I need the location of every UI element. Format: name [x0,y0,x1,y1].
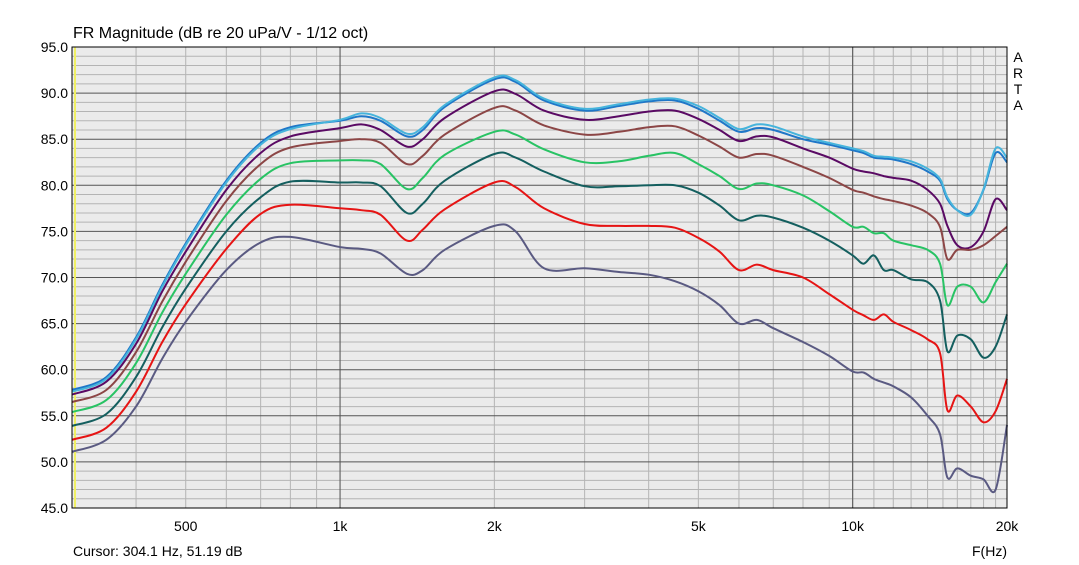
x-tick-label: 20k [996,518,1020,534]
x-tick-label: 10k [841,518,865,534]
y-tick-label: 95.0 [41,39,68,55]
series-line-4 [71,105,1008,403]
watermark-letter: A [1013,49,1023,65]
x-tick-label: 5k [691,518,707,534]
series-line-7 [71,180,1008,441]
y-tick-label: 65.0 [41,316,68,332]
y-tick-label: 85.0 [41,131,68,147]
y-tick-label: 80.0 [41,177,68,193]
x-tick-label: 2k [487,518,503,534]
watermark-letter: R [1013,65,1023,81]
series-line-6 [71,151,1008,427]
series-layer [71,74,1008,494]
x-tick-label: 1k [333,518,349,534]
series-line-3 [71,88,1008,396]
watermark-letter: T [1014,81,1023,97]
y-axis-ticks: 95.0 90.0 85.0 80.0 75.0 70.0 65.0 60.0 55.0 50.0… [41,39,68,516]
series-line-5 [71,129,1008,414]
y-tick-label: 55.0 [41,408,68,424]
series-line-1 [71,76,1008,391]
y-tick-label: 75.0 [41,223,68,239]
series-line-8 [71,223,1008,494]
x-axis-ticks: 500 1k 2k 5k 10k 20k [174,518,1019,534]
y-tick-label: 45.0 [41,500,68,516]
watermark-letter: A [1013,97,1023,113]
y-tick-label: 70.0 [41,270,68,286]
series-line-2 [71,74,1008,393]
y-tick-label: 60.0 [41,362,68,378]
cursor-readout: Cursor: 304.1 Hz, 51.19 dB [73,543,243,559]
plot-frame [71,46,1008,509]
y-tick-label: 90.0 [41,85,68,101]
x-axis-label: F(Hz) [972,543,1007,559]
chart-title: FR Magnitude (dB re 20 uPa/V - 1/12 oct) [73,25,368,42]
x-tick-label: 500 [174,518,198,534]
y-tick-label: 50.0 [41,454,68,470]
